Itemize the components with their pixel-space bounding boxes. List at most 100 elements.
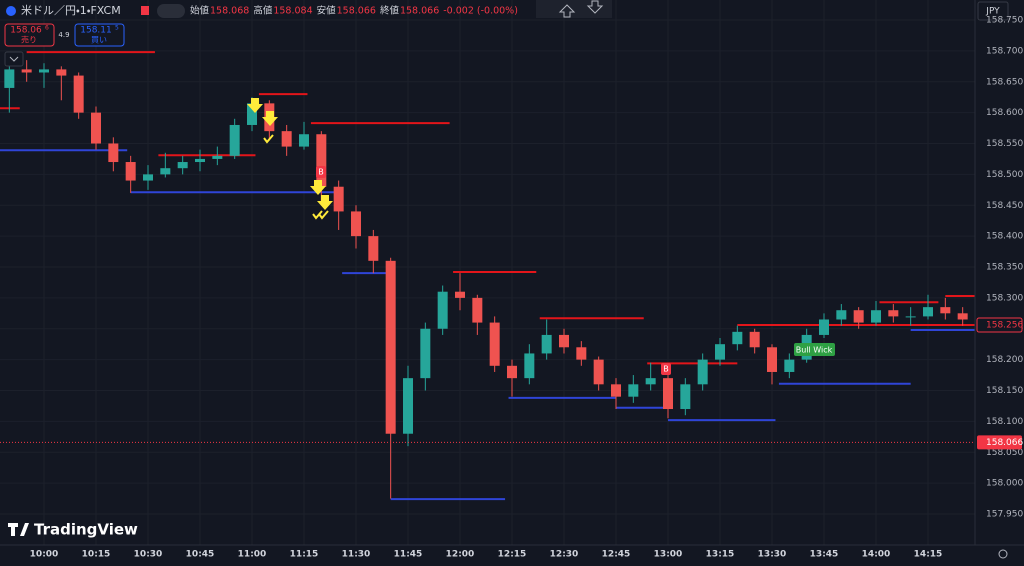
- indicator-price-badge: [976, 317, 1023, 333]
- toggle[interactable]: [157, 4, 185, 18]
- candle-body: [680, 384, 691, 410]
- candle-body: [749, 331, 760, 348]
- candle-body: [56, 69, 67, 76]
- x-tick-label: 11:45: [394, 550, 423, 560]
- candle-body: [472, 297, 483, 323]
- x-tick-label: 11:15: [290, 550, 319, 560]
- signal-badge: [661, 363, 671, 375]
- y-tick-label: 158.600: [986, 108, 1023, 118]
- candle-body: [21, 69, 32, 73]
- candle-body: [420, 328, 431, 379]
- ohlc-label: 安値: [317, 5, 337, 17]
- candle-body: [628, 384, 639, 397]
- nav-arrows[interactable]: [558, 0, 604, 18]
- candle-body: [923, 307, 933, 317]
- x-tick-label: 10:30: [134, 550, 163, 560]
- x-tick-label: 13:15: [706, 550, 735, 560]
- candle-body: [403, 378, 413, 434]
- currency: JPY: [985, 7, 1000, 17]
- candle-body: [281, 131, 292, 147]
- ohlc-value: 158.066: [400, 6, 439, 17]
- sell-price: 158.06: [10, 26, 42, 36]
- candle-body: [645, 378, 656, 385]
- candle-body: [437, 291, 448, 329]
- candle-body: [455, 291, 465, 298]
- candle-body: [91, 112, 101, 144]
- logo-mark: [8, 523, 29, 536]
- x-tick-label: 12:15: [498, 550, 527, 560]
- sell-pip: 6: [45, 25, 49, 32]
- y-tick-label: 158.100: [986, 417, 1023, 427]
- candle-body: [871, 310, 881, 323]
- ohlc-value: 158.068: [210, 6, 249, 17]
- candle-body: [229, 124, 240, 156]
- plot: [0, 51, 975, 501]
- spread: 4.9: [58, 31, 69, 39]
- ohlc-value: 158.084: [273, 6, 312, 17]
- candle-body: [559, 334, 569, 348]
- candle-body: [784, 359, 795, 372]
- candle-body: [541, 334, 552, 354]
- change: -0.002 (-0.00%): [443, 6, 518, 17]
- candle-body: [611, 384, 621, 397]
- ohlc-label: 始値: [190, 5, 210, 17]
- candle-body: [385, 260, 396, 434]
- flag-icon[interactable]: [141, 6, 149, 15]
- y-tick-label: 158.050: [986, 448, 1023, 458]
- candle-body: [299, 134, 309, 147]
- x-tick-label: 13:45: [810, 550, 839, 560]
- last-price-badge: [977, 435, 1022, 450]
- y-tick-label: 158.150: [986, 386, 1023, 396]
- currency-button[interactable]: [977, 1, 1009, 21]
- ohlc-value: 158.066: [337, 6, 376, 17]
- candle-body: [524, 353, 535, 379]
- candle-body: [177, 162, 188, 169]
- collapse-button[interactable]: [4, 51, 24, 67]
- y-tick-label: 158.500: [986, 170, 1023, 180]
- y-tick-label: 158.200: [986, 355, 1023, 365]
- y-tick-label: 158.650: [986, 77, 1023, 87]
- candle-body: [853, 310, 864, 323]
- x-tick-label: 11:30: [342, 550, 371, 560]
- x-tick-label: 10:45: [186, 550, 215, 560]
- y-tick-label: 158.350: [986, 263, 1023, 273]
- candle-body: [767, 347, 777, 372]
- ohlc-label: 終値: [380, 5, 400, 17]
- signal-arrows: [247, 98, 333, 210]
- signal-text: B: [663, 365, 669, 374]
- buy-pip: 5: [115, 25, 119, 32]
- signal-badge: [316, 166, 326, 178]
- settings-icon[interactable]: [998, 549, 1008, 559]
- candle-body: [715, 344, 725, 360]
- y-tick-label: 158.750: [986, 16, 1023, 26]
- candle-body: [195, 158, 205, 163]
- candle-body: [507, 365, 517, 379]
- buy-label: 買い: [91, 36, 107, 45]
- sell-label: 売り: [21, 35, 37, 45]
- y-tick-label: 158.000: [986, 479, 1023, 489]
- y-tick-label: 158.700: [986, 46, 1023, 56]
- candle-body: [836, 310, 847, 320]
- candle-body: [73, 75, 84, 113]
- x-tick-label: 13:00: [654, 550, 683, 560]
- x-tick-label: 10:00: [30, 550, 59, 560]
- candle-body: [593, 359, 604, 385]
- x-tick-label: 13:30: [758, 550, 787, 560]
- candle-body: [940, 307, 951, 314]
- candle-body: [576, 347, 587, 360]
- y-tick-label: 158.450: [986, 201, 1023, 211]
- candle-body: [351, 211, 361, 237]
- candle-body: [212, 155, 223, 159]
- candle-body: [333, 186, 344, 212]
- signal-text: B: [318, 168, 324, 177]
- indicator-price-label: 158.256: [986, 321, 1023, 331]
- y-tick-label: 157.950: [986, 510, 1023, 520]
- chevron: [9, 56, 19, 62]
- candle-body: [489, 322, 500, 366]
- y-tick-label: 158.400: [986, 232, 1023, 242]
- buy-button[interactable]: [74, 23, 125, 47]
- candle-body: [316, 134, 327, 187]
- symbol-flag: [6, 6, 16, 16]
- toolbar: [536, 0, 612, 18]
- sell-button[interactable]: [4, 23, 55, 47]
